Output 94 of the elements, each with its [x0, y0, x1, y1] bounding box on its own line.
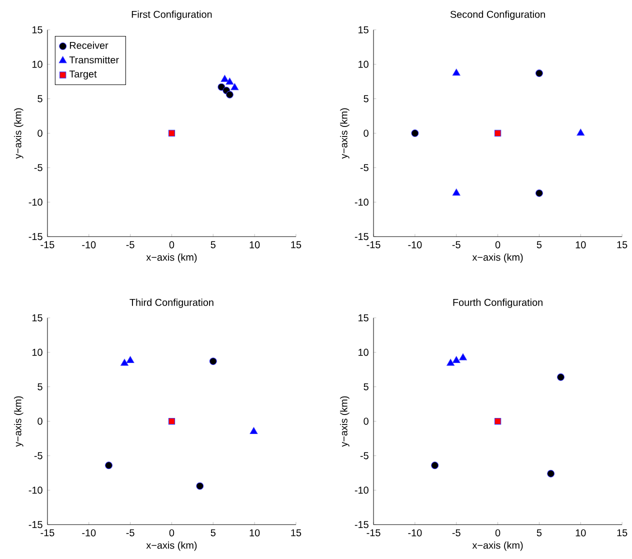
y-tick-label: 5 [38, 95, 42, 102]
chart-title: Second Configuration [450, 10, 545, 20]
point [120, 358, 128, 366]
point [557, 374, 564, 381]
point [226, 91, 234, 98]
chart-title: Fourth Configuration [453, 298, 542, 308]
y-tick-label: -10 [354, 486, 368, 494]
point [452, 356, 460, 364]
y-tick-label: -5 [34, 452, 42, 460]
y-tick-label: -10 [28, 486, 42, 494]
y-tick-label: -15 [354, 521, 368, 528]
point [536, 190, 543, 198]
y-tick-label: 10 [358, 348, 368, 356]
point [218, 83, 226, 91]
y-tick-label: 5 [364, 383, 368, 390]
x-tick-label: -10 [408, 241, 422, 248]
y-tick-label: -10 [354, 198, 368, 206]
chart-title: Third Configuration [130, 298, 214, 308]
x-tick-label: 5 [536, 529, 542, 536]
x-tick-label: -5 [452, 529, 460, 536]
x-tick-label: 10 [576, 241, 586, 248]
x-tick-label: -5 [452, 241, 460, 248]
x-tick-label: 5 [210, 529, 216, 536]
point [547, 470, 555, 478]
y-tick-label: -15 [28, 521, 42, 528]
point [105, 462, 112, 470]
chart-title: First Configuration [132, 10, 212, 20]
point [196, 482, 204, 490]
x-tick-label: 0 [495, 241, 500, 248]
point [536, 70, 543, 78]
x-tick-label: 5 [210, 241, 216, 248]
x-tick-label: 5 [536, 241, 542, 248]
y-tick-label: 15 [358, 26, 368, 34]
x-tick-label: 10 [250, 529, 260, 537]
x-tick-label: 15 [291, 529, 302, 536]
x-tick-label: -10 [82, 241, 96, 248]
x-axis-title: x−axis (km) [472, 542, 523, 551]
x-tick-label: 10 [576, 529, 586, 537]
y-tick-label: 15 [32, 314, 42, 322]
x-tick-label: 15 [617, 529, 628, 536]
point [494, 130, 502, 137]
y-tick-label: 10 [32, 60, 42, 68]
point [452, 68, 460, 76]
point [220, 75, 229, 82]
y-tick-label: 5 [38, 383, 42, 390]
y-axis-title: y−axis (km) [340, 396, 350, 447]
y-tick-label: -15 [28, 233, 42, 240]
point [411, 130, 419, 138]
point [446, 358, 455, 366]
y-tick-label: 0 [38, 418, 42, 425]
x-axis-title: x−axis (km) [146, 254, 197, 263]
point [431, 462, 439, 470]
y-tick-label: 15 [32, 26, 42, 34]
legend-label: Transmitter [69, 56, 119, 64]
y-tick-label: 10 [358, 60, 368, 68]
point [452, 188, 460, 196]
point [168, 130, 176, 137]
x-tick-label: -10 [408, 529, 422, 537]
x-tick-label: 10 [250, 241, 260, 248]
x-tick-label: 15 [617, 241, 628, 248]
y-tick-label: 0 [38, 130, 42, 137]
legend-label: Target [69, 70, 97, 80]
y-tick-label: -5 [360, 452, 368, 460]
y-tick-label: -5 [360, 164, 368, 172]
x-tick-label: 15 [291, 241, 302, 248]
x-tick-label: 0 [169, 241, 174, 248]
point [126, 356, 134, 364]
point [576, 128, 585, 136]
x-tick-label: -5 [126, 241, 134, 248]
y-tick-label: -15 [354, 233, 368, 240]
legend-label: Receiver [70, 42, 108, 50]
x-tick-label: -10 [82, 529, 96, 537]
point [459, 353, 467, 360]
point [168, 418, 176, 425]
y-axis-title: y−axis (km) [14, 108, 24, 159]
y-tick-label: 5 [364, 95, 368, 102]
point [230, 83, 239, 90]
x-tick-label: 0 [169, 529, 174, 537]
y-tick-label: -10 [28, 198, 42, 206]
y-tick-label: 0 [364, 418, 368, 425]
point [226, 78, 234, 85]
x-tick-label: -5 [126, 529, 134, 536]
y-tick-label: 0 [364, 130, 368, 137]
point [250, 427, 258, 434]
x-tick-label: 0 [495, 529, 500, 537]
x-axis-title: x−axis (km) [146, 542, 197, 551]
y-tick-label: -5 [34, 164, 42, 172]
y-axis-title: y−axis (km) [340, 108, 350, 159]
y-axis-title: y−axis (km) [14, 396, 24, 447]
point [494, 418, 502, 425]
point [209, 358, 217, 366]
y-tick-label: 10 [32, 348, 42, 356]
x-axis-title: x−axis (km) [472, 254, 523, 263]
y-tick-label: 15 [358, 314, 368, 322]
